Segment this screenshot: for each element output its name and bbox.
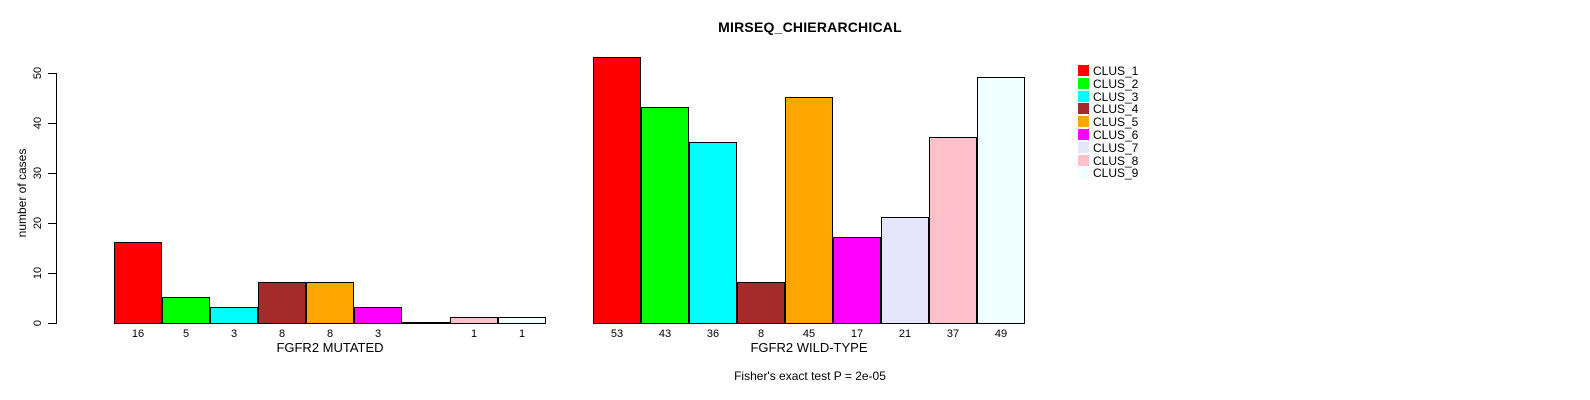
bar-value-label: 36 xyxy=(706,328,720,340)
legend-swatch xyxy=(1078,167,1089,179)
bar-value-label: 1 xyxy=(470,328,478,340)
legend-label: CLUS_4 xyxy=(1093,102,1139,117)
legend-label: CLUS_3 xyxy=(1093,89,1139,104)
bar xyxy=(306,282,354,324)
bar xyxy=(593,57,641,324)
y-axis-tick-label: 30 xyxy=(32,166,44,180)
legend-swatch xyxy=(1078,141,1089,153)
bar xyxy=(354,307,402,324)
bar xyxy=(114,242,162,324)
bar-value-label: 3 xyxy=(230,328,238,340)
y-axis-title: number of cases xyxy=(15,148,29,238)
legend-swatch xyxy=(1078,65,1089,76)
y-axis-line xyxy=(56,73,57,324)
bar xyxy=(977,77,1025,324)
y-axis-tick xyxy=(48,273,56,274)
y-axis-tick xyxy=(48,323,56,324)
legend-swatch xyxy=(1078,129,1089,140)
bar xyxy=(737,282,785,324)
group-label: FGFR2 WILD-TYPE xyxy=(750,340,868,355)
bar xyxy=(402,322,450,324)
footnote-text: Fisher's exact test P = 2e-05 xyxy=(734,369,886,383)
legend-label: CLUS_5 xyxy=(1093,115,1139,130)
legend-label: CLUS_9 xyxy=(1093,166,1139,181)
bar xyxy=(929,137,977,324)
legend-swatch xyxy=(1078,77,1089,89)
bar-value-label: 1 xyxy=(518,328,526,340)
group-label: FGFR2 MUTATED xyxy=(276,340,384,355)
legend-label: CLUS_7 xyxy=(1093,140,1139,155)
y-axis-tick xyxy=(48,73,56,74)
bar-value-label: 8 xyxy=(278,328,286,340)
y-axis-tick xyxy=(48,173,56,174)
bar-value-label: 16 xyxy=(131,328,145,340)
bar xyxy=(833,237,881,324)
y-axis-tick xyxy=(48,223,56,224)
y-axis-tick-label: 40 xyxy=(32,116,44,130)
bar-value-label: 3 xyxy=(374,328,382,340)
bar xyxy=(450,317,498,324)
bar-value-label: 45 xyxy=(802,328,816,340)
legend-swatch xyxy=(1078,116,1089,128)
legend-label: CLUS_6 xyxy=(1093,128,1139,142)
bar xyxy=(498,317,546,324)
y-axis-tick-label: 0 xyxy=(32,319,44,327)
legend-label: CLUS_8 xyxy=(1093,153,1139,168)
bar-value-label: 53 xyxy=(610,328,624,340)
bar-value-label: 5 xyxy=(182,328,190,340)
legend-label: CLUS_1 xyxy=(1093,64,1139,78)
legend-swatch xyxy=(1078,90,1089,102)
bar xyxy=(162,297,210,324)
y-axis-tick-label: 10 xyxy=(32,266,44,280)
y-axis-tick-label: 20 xyxy=(32,216,44,230)
bar-value-label: 8 xyxy=(757,328,765,340)
bar-value-label: 21 xyxy=(898,328,912,340)
bar-value-label: 37 xyxy=(946,328,960,340)
y-axis-tick xyxy=(48,123,56,124)
bar xyxy=(210,307,258,324)
bar xyxy=(258,282,306,324)
legend-label: CLUS_2 xyxy=(1093,76,1139,91)
bar-value-label: 43 xyxy=(658,328,672,340)
bar-value-label: 17 xyxy=(850,328,864,340)
bar xyxy=(785,97,833,324)
chart-title: MIRSEQ_CHIERARCHICAL xyxy=(718,19,902,35)
y-axis-tick-label: 50 xyxy=(32,66,44,80)
bar xyxy=(641,107,689,324)
bar xyxy=(881,217,929,324)
bar-value-label: 8 xyxy=(326,328,334,340)
legend-swatch xyxy=(1078,154,1089,166)
legend-swatch xyxy=(1078,103,1089,115)
bar xyxy=(689,142,737,324)
bar-value-label: 49 xyxy=(994,328,1008,340)
